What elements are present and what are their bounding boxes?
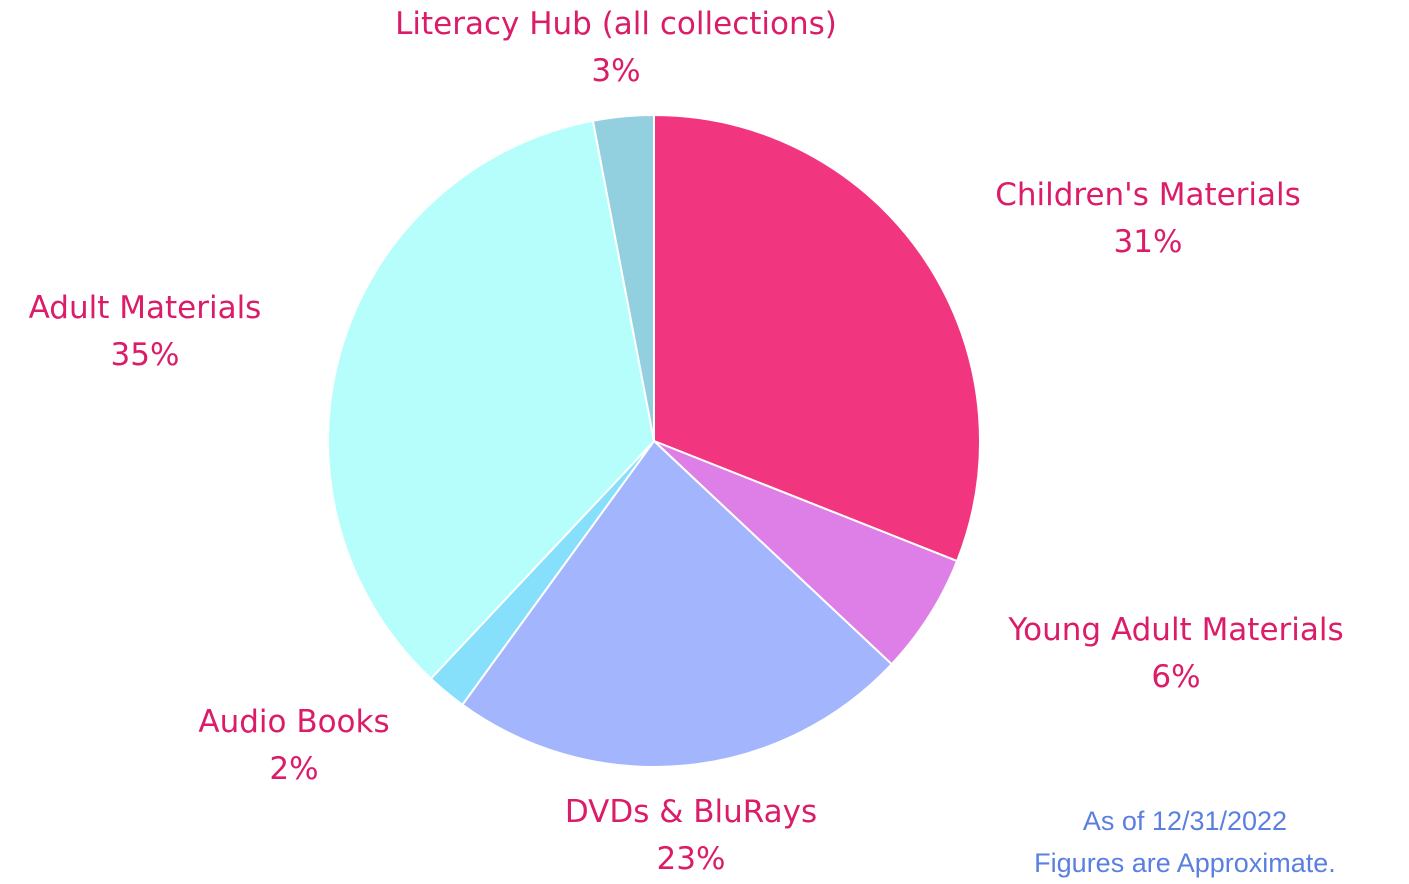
- pie-slice: [327, 119, 656, 681]
- slice-percent-label: 6%: [1151, 659, 1200, 695]
- slice-label: Audio Books: [198, 704, 389, 740]
- slice-label: Young Adult Materials: [1007, 612, 1343, 648]
- approximate-note: Figures are Approximate.: [1034, 848, 1336, 878]
- pie-slice: [460, 439, 894, 768]
- pie-labels: Children's Materials 31% Young Adult Mater…: [29, 6, 1344, 877]
- pie-slice: [653, 440, 959, 666]
- slice-percent-label: 31%: [1114, 224, 1183, 260]
- pie-slice: [591, 113, 655, 442]
- slice-label: Children's Materials: [995, 177, 1301, 213]
- slice-percent-label: 23%: [657, 841, 726, 877]
- slice-label: Literacy Hub (all collections): [395, 6, 837, 42]
- pie-slices: [327, 113, 981, 768]
- slice-label: DVDs & BluRays: [565, 794, 817, 830]
- slice-label: Adult Materials: [29, 290, 262, 326]
- slice-percent-label: 35%: [111, 337, 180, 373]
- slice-percent-label: 2%: [269, 751, 318, 787]
- as-of-note: As of 12/31/2022: [1082, 806, 1288, 836]
- slice-percent-label: 3%: [591, 53, 640, 89]
- pie-slice: [653, 113, 981, 563]
